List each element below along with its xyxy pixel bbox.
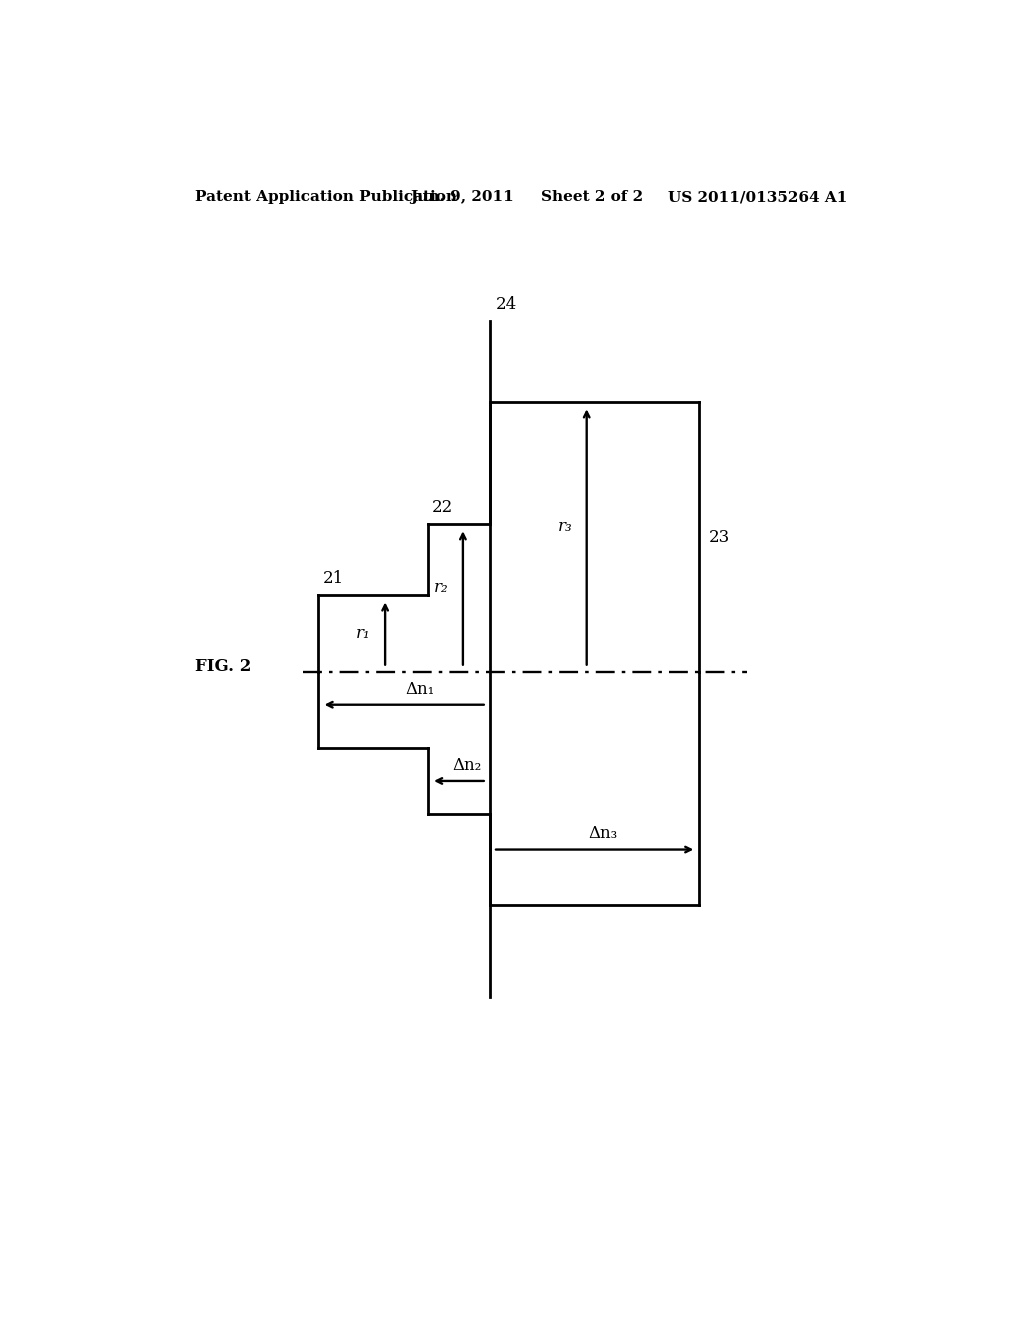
Text: 22: 22	[432, 499, 454, 516]
Text: 21: 21	[323, 570, 344, 587]
Text: Δn₁: Δn₁	[406, 681, 434, 697]
Text: Δn₂: Δn₂	[453, 756, 481, 774]
Text: Δn₃: Δn₃	[588, 825, 617, 842]
Text: Patent Application Publication: Patent Application Publication	[196, 190, 458, 205]
Text: 24: 24	[497, 296, 517, 313]
Text: US 2011/0135264 A1: US 2011/0135264 A1	[668, 190, 847, 205]
Text: Sheet 2 of 2: Sheet 2 of 2	[541, 190, 643, 205]
Text: r₃: r₃	[558, 519, 572, 536]
Text: Jun. 9, 2011: Jun. 9, 2011	[410, 190, 513, 205]
Text: r₁: r₁	[356, 626, 371, 642]
Text: FIG. 2: FIG. 2	[196, 659, 252, 675]
Text: 23: 23	[709, 528, 730, 545]
Text: r₂: r₂	[434, 579, 449, 597]
